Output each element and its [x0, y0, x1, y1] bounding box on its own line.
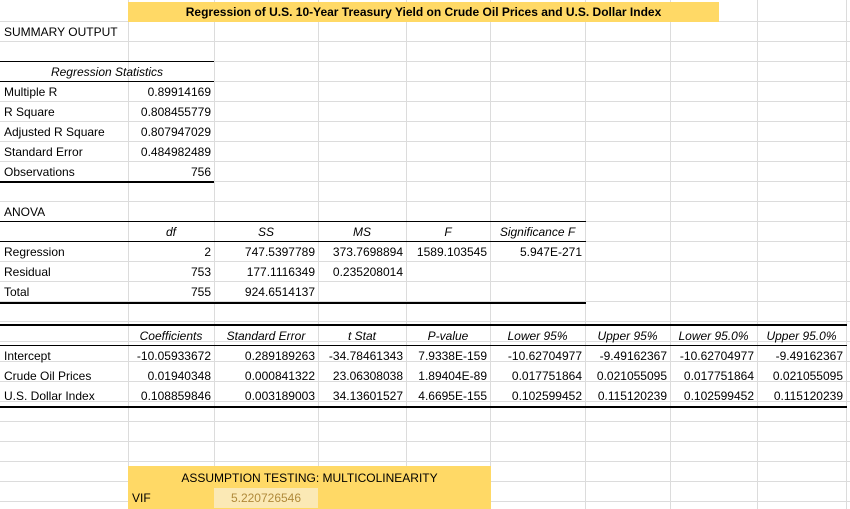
coef-header-rule: [0, 345, 847, 346]
coef-cell[interactable]: -10.62704977: [679, 349, 754, 363]
assumption-title[interactable]: ASSUMPTION TESTING: MULTICOLINEARITY: [181, 471, 438, 485]
coef-header[interactable]: t Stat: [347, 329, 376, 343]
coef-cell[interactable]: 4.6695E-155: [418, 389, 487, 403]
regstat-label[interactable]: Multiple R: [4, 85, 58, 99]
coef-header[interactable]: Standard Error: [226, 329, 306, 343]
anova-header-df[interactable]: df: [165, 225, 176, 239]
coef-cell[interactable]: 0.000841322: [244, 369, 315, 383]
coef-cell[interactable]: 0.021055095: [596, 369, 667, 383]
coef-cell[interactable]: 0.115120239: [773, 389, 843, 403]
anova-ss-cell[interactable]: 747.5397789: [244, 245, 315, 259]
anova-row-label[interactable]: Residual: [4, 265, 51, 279]
coef-cell[interactable]: -9.49162367: [775, 349, 843, 363]
coef-cell[interactable]: 34.13601527: [332, 389, 403, 403]
coef-cell[interactable]: 23.06308038: [332, 369, 403, 383]
regstat-value[interactable]: 0.808455779: [140, 105, 211, 119]
coef-row-label[interactable]: Intercept: [4, 349, 51, 363]
regstats-header-rule: [0, 81, 214, 82]
coef-header[interactable]: Upper 95.0%: [766, 329, 837, 343]
anova-df-cell[interactable]: 2: [204, 245, 211, 259]
regstat-value[interactable]: 0.484982489: [140, 145, 211, 159]
coef-cell[interactable]: 0.017751864: [511, 369, 582, 383]
regstat-value[interactable]: 0.807947029: [140, 125, 211, 139]
anova-sig-cell[interactable]: 5.947E-271: [519, 245, 582, 259]
vif-value[interactable]: 5.220726546: [214, 488, 318, 508]
anova-label[interactable]: ANOVA: [4, 205, 46, 219]
regstat-value[interactable]: 0.89914169: [147, 85, 211, 99]
anova-header-f[interactable]: F: [444, 225, 452, 239]
regstat-label[interactable]: Observations: [4, 165, 75, 179]
anova-ss-cell[interactable]: 177.1116349: [246, 265, 315, 279]
anova-ms-cell[interactable]: 373.7698894: [332, 245, 403, 259]
anova-row-label[interactable]: Total: [4, 285, 30, 299]
anova-row-label[interactable]: Regression: [4, 245, 65, 259]
report-title[interactable]: Regression of U.S. 10-Year Treasury Yiel…: [128, 2, 719, 22]
anova-df-cell[interactable]: 755: [190, 285, 211, 299]
coef-cell[interactable]: -9.49162367: [599, 349, 667, 363]
coef-cell[interactable]: -10.62704977: [507, 349, 582, 363]
coef-cell[interactable]: 0.108859846: [140, 389, 211, 403]
coef-cell[interactable]: -10.05933672: [136, 349, 211, 363]
regstats-bottom-rule: [0, 181, 214, 183]
coef-header[interactable]: Lower 95%: [507, 329, 568, 343]
coef-cell[interactable]: 7.9338E-159: [418, 349, 487, 363]
regstat-value[interactable]: 756: [190, 165, 211, 179]
anova-bottom-rule: [0, 302, 586, 304]
regression-statistics-header[interactable]: Regression Statistics: [50, 65, 164, 79]
coef-cell[interactable]: 0.115120239: [597, 389, 667, 403]
coef-bottom-rule: [0, 406, 847, 408]
coef-cell[interactable]: 0.003189003: [244, 389, 315, 403]
coef-header[interactable]: Coefficients: [139, 329, 203, 343]
coef-cell[interactable]: 0.289189263: [244, 349, 315, 363]
coef-cell[interactable]: 0.01940348: [147, 369, 211, 383]
coef-row-label[interactable]: Crude Oil Prices: [4, 369, 92, 383]
anova-header-significance-f[interactable]: Significance F: [499, 225, 576, 239]
anova-f-cell[interactable]: 1589.103545: [416, 245, 487, 259]
coef-header[interactable]: P-value: [427, 329, 469, 343]
regstat-label[interactable]: Adjusted R Square: [4, 125, 105, 139]
coef-cell[interactable]: 0.102599452: [511, 389, 582, 403]
regstat-label[interactable]: Standard Error: [4, 145, 83, 159]
coef-cell[interactable]: 0.017751864: [683, 369, 754, 383]
anova-header-ms[interactable]: MS: [353, 225, 371, 239]
anova-top-rule: [0, 221, 586, 222]
coef-cell[interactable]: -34.78461343: [328, 349, 403, 363]
anova-ms-cell[interactable]: 0.235208014: [332, 265, 403, 279]
regstat-label[interactable]: R Square: [4, 105, 55, 119]
anova-header-ss[interactable]: SS: [257, 225, 274, 239]
coef-header[interactable]: Lower 95.0%: [678, 329, 749, 343]
anova-header-rule: [0, 241, 586, 242]
coef-header[interactable]: Upper 95%: [597, 329, 658, 343]
anova-df-cell[interactable]: 753: [190, 265, 211, 279]
coef-cell[interactable]: 0.021055095: [772, 369, 843, 383]
coef-top-rule: [0, 324, 847, 326]
coef-row-label[interactable]: U.S. Dollar Index: [4, 389, 95, 403]
anova-ss-cell[interactable]: 924.6514137: [244, 285, 315, 299]
coef-cell[interactable]: 1.89404E-89: [418, 369, 487, 383]
vif-label[interactable]: VIF: [132, 491, 151, 505]
coef-cell[interactable]: 0.102599452: [683, 389, 754, 403]
summary-output-label[interactable]: SUMMARY OUTPUT: [4, 25, 118, 39]
regstats-top-rule: [0, 61, 214, 62]
